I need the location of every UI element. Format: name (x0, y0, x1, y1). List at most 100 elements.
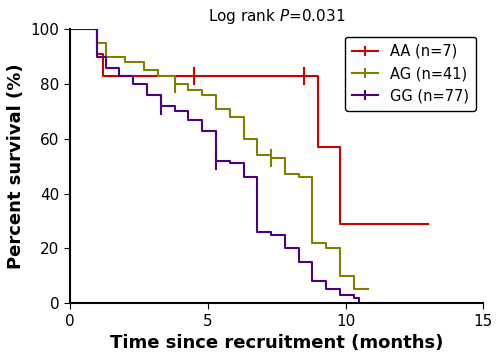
GG (n=77) (226, 161, 232, 165)
AG (n=41) (122, 60, 128, 64)
AG (n=41) (323, 246, 329, 251)
AG (n=41) (268, 153, 274, 157)
AG (n=41) (240, 137, 246, 141)
AG (n=41) (337, 246, 343, 251)
Line: AA (n=7): AA (n=7) (70, 29, 428, 224)
AG (n=41) (155, 68, 161, 73)
GG (n=77) (351, 293, 357, 297)
AG (n=41) (67, 27, 73, 32)
GG (n=77) (254, 175, 260, 179)
AG (n=41) (254, 137, 260, 141)
Y-axis label: Percent survival (%): Percent survival (%) (7, 64, 25, 269)
AG (n=41) (268, 156, 274, 160)
GG (n=77) (130, 74, 136, 78)
GG (n=77) (323, 279, 329, 283)
GG (n=77) (186, 109, 192, 113)
AG (n=41) (226, 107, 232, 111)
AG (n=41) (141, 60, 147, 64)
AG (n=41) (213, 107, 219, 111)
AG (n=41) (282, 172, 288, 177)
GG (n=77) (351, 295, 357, 300)
AG (n=41) (226, 115, 232, 119)
Legend: AA (n=7), AG (n=41), GG (n=77): AA (n=7), AG (n=41), GG (n=77) (344, 37, 476, 111)
AG (n=41) (122, 55, 128, 59)
AG (n=41) (323, 241, 329, 245)
GG (n=77) (186, 117, 192, 122)
GG (n=77) (282, 233, 288, 237)
AG (n=41) (364, 287, 370, 292)
AA (n=7) (356, 222, 362, 226)
AG (n=41) (337, 274, 343, 278)
AG (n=41) (254, 153, 260, 157)
AG (n=41) (141, 68, 147, 73)
AG (n=41) (351, 274, 357, 278)
AA (n=7) (67, 27, 73, 32)
AG (n=41) (351, 287, 357, 292)
AA (n=7) (100, 74, 106, 78)
AA (n=7) (315, 74, 321, 78)
AG (n=41) (172, 74, 177, 78)
AG (n=41) (199, 93, 205, 97)
GG (n=77) (102, 55, 108, 59)
Title: Log rank $P$=0.031: Log rank $P$=0.031 (208, 7, 346, 26)
GG (n=77) (213, 129, 219, 133)
GG (n=77) (268, 230, 274, 234)
GG (n=77) (94, 27, 100, 32)
GG (n=77) (323, 287, 329, 292)
GG (n=77) (337, 287, 343, 292)
AG (n=41) (155, 74, 161, 78)
AA (n=7) (315, 145, 321, 149)
AG (n=41) (172, 82, 177, 86)
GG (n=77) (268, 233, 274, 237)
AG (n=41) (186, 87, 192, 92)
AG (n=41) (94, 41, 100, 45)
GG (n=77) (158, 93, 164, 97)
AG (n=41) (102, 41, 108, 45)
AA (n=7) (337, 222, 343, 226)
GG (n=77) (172, 109, 177, 113)
GG (n=77) (213, 159, 219, 163)
GG (n=77) (172, 104, 177, 108)
AG (n=41) (102, 55, 108, 59)
AG (n=41) (186, 82, 192, 86)
AG (n=41) (213, 93, 219, 97)
GG (n=77) (226, 159, 232, 163)
GG (n=77) (254, 230, 260, 234)
AG (n=41) (199, 87, 205, 92)
AG (n=41) (296, 172, 302, 177)
GG (n=77) (102, 65, 108, 70)
GG (n=77) (296, 246, 302, 251)
GG (n=77) (356, 295, 362, 300)
GG (n=77) (144, 82, 150, 86)
AG (n=41) (296, 175, 302, 179)
GG (n=77) (67, 27, 73, 32)
GG (n=77) (337, 293, 343, 297)
GG (n=77) (116, 65, 122, 70)
GG (n=77) (94, 55, 100, 59)
AG (n=41) (94, 27, 100, 32)
AA (n=7) (94, 52, 100, 56)
Line: GG (n=77): GG (n=77) (70, 29, 360, 303)
GG (n=77) (310, 260, 316, 264)
GG (n=77) (310, 279, 316, 283)
GG (n=77) (144, 93, 150, 97)
AA (n=7) (94, 27, 100, 32)
GG (n=77) (199, 129, 205, 133)
AA (n=7) (337, 145, 343, 149)
GG (n=77) (356, 301, 362, 305)
GG (n=77) (116, 74, 122, 78)
GG (n=77) (158, 104, 164, 108)
AG (n=41) (282, 156, 288, 160)
GG (n=77) (296, 260, 302, 264)
AA (n=7) (100, 52, 106, 56)
GG (n=77) (240, 175, 246, 179)
AG (n=41) (240, 115, 246, 119)
AG (n=41) (310, 175, 316, 179)
GG (n=77) (240, 161, 246, 165)
GG (n=77) (130, 82, 136, 86)
X-axis label: Time since recruitment (months): Time since recruitment (months) (110, 334, 444, 352)
Line: AG (n=41): AG (n=41) (70, 29, 368, 289)
AA (n=7) (426, 222, 432, 226)
AA (n=7) (356, 222, 362, 226)
AG (n=41) (364, 287, 370, 292)
